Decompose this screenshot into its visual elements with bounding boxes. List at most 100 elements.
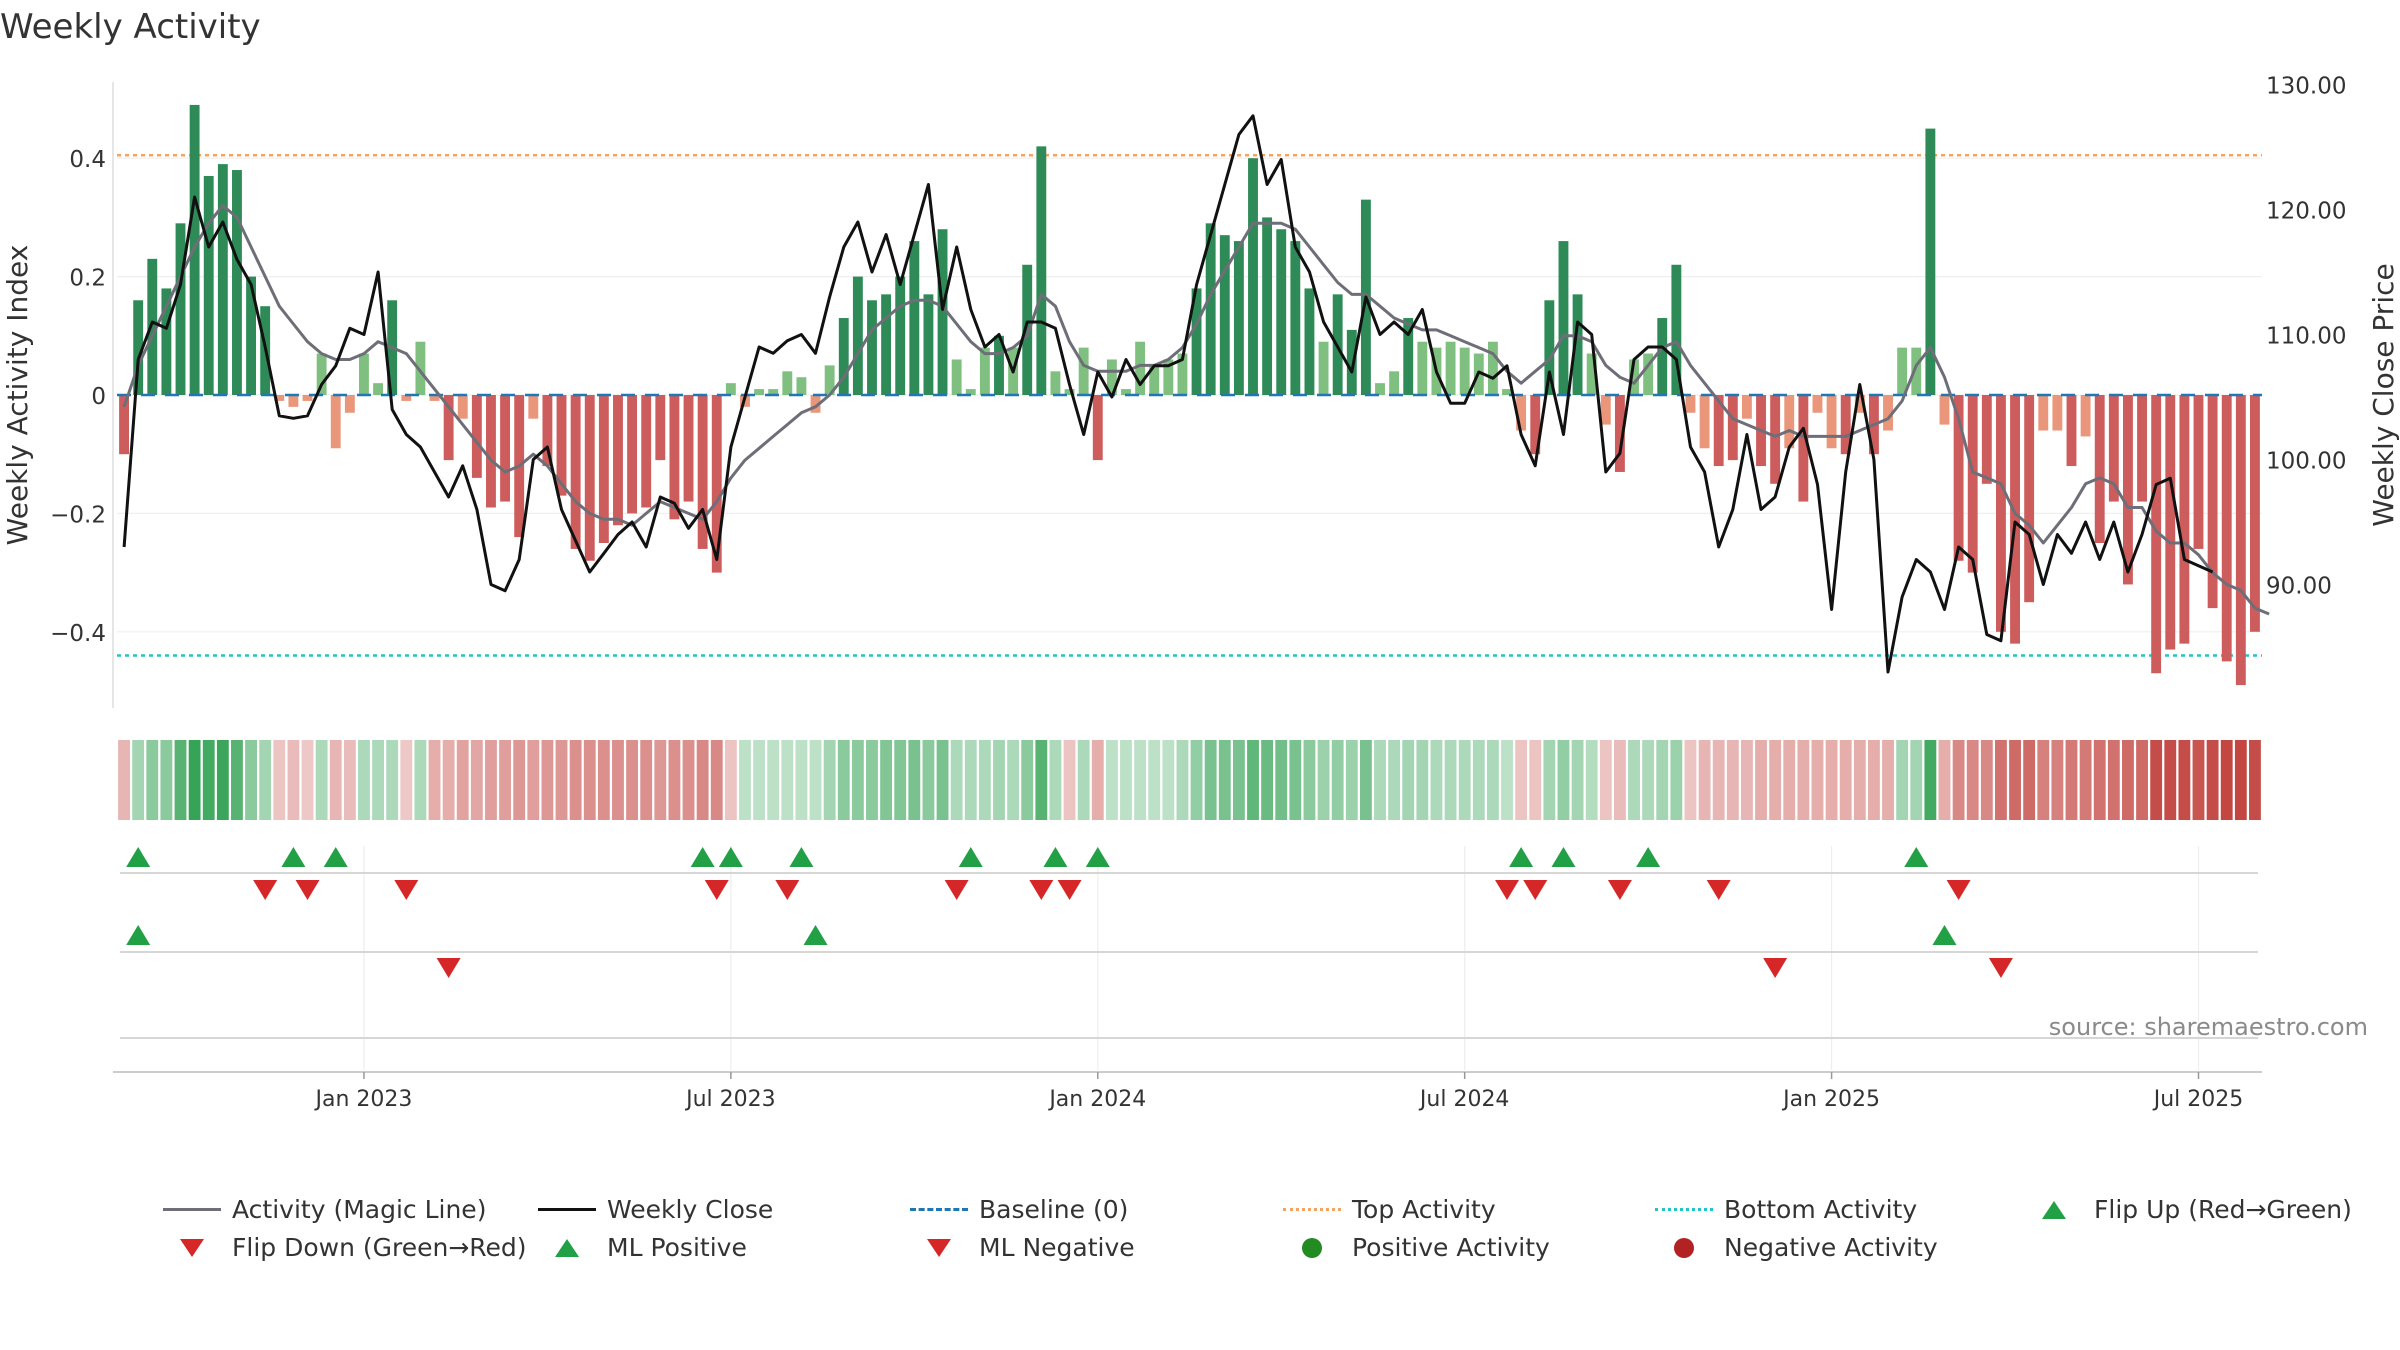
y-tick-label: −0.4 [50,621,106,647]
heat-strip-cell [612,740,624,820]
dotted-line-icon [1652,1197,1716,1223]
activity-bar [1219,235,1230,395]
heat-strip-cell [880,740,893,820]
activity-bar [1205,223,1216,395]
legend-item-top-activity: Top Activity [1280,1195,1496,1224]
heat-strip-cell [894,740,907,820]
activity-bar [500,395,511,502]
flip-down-marker [1057,880,1082,900]
activity-bar [1106,359,1117,395]
activity-bar [542,395,553,467]
activity-bar [1643,353,1654,395]
heat-strip-cell [1755,740,1767,820]
heat-strip-cell [1035,740,1048,820]
heat-strip-cell [1247,740,1259,820]
heat-strip-cell [1021,740,1034,820]
activity-bar [471,395,482,478]
heat-strip-cell [654,740,667,820]
heat-strip-cell [2178,740,2191,820]
chart-title: Weekly Activity [0,7,261,47]
y2-tick-label: 90.00 [2266,574,2332,600]
heat-strip-cell [1402,740,1415,820]
heat-strip-cell [470,740,483,820]
flip-down-marker [944,880,969,900]
activity-bar [1558,241,1569,395]
flip-up-marker [690,847,715,867]
heat-strip-cell [1388,740,1401,820]
activity-bar [838,318,849,395]
activity-bar [1967,395,1978,573]
heat-strip-cell [513,740,526,820]
heat-strip-cell [1331,740,1344,820]
heat-strip-cell [485,740,497,820]
heat-strip-cell [1049,740,1062,820]
heat-strip-cell [1120,740,1132,820]
heat-strip-cell [1670,740,1683,820]
activity-bar [1191,288,1202,395]
heat-strip-cell [964,740,977,820]
heat-strip-cell [1148,740,1161,820]
heat-strip-cell [1853,740,1866,820]
heat-strip-cell [1218,740,1231,820]
heat-strip-cell [950,740,963,820]
flip-down-marker [394,880,419,900]
heat-strip-cell [1275,740,1288,820]
flip-up-marker [789,847,814,867]
activity-bar [979,347,990,395]
heat-strip-cell [2037,740,2050,820]
heat-strip-cell [1966,740,1979,820]
heat-strip-cell [640,740,653,820]
activity-bar [2193,395,2204,549]
activity-bar [486,395,496,508]
activity-bar [1657,318,1668,395]
activity-bar [1445,341,1456,395]
activity-bar [1586,353,1597,395]
activity-bar [613,395,623,526]
heat-strip-cell [1501,740,1513,820]
activity-bar [1713,395,1724,467]
x-tick-label: Jan 2023 [314,1087,413,1112]
activity-bar [359,353,369,395]
heat-strip-cell [1585,740,1598,820]
heat-strip-cell [2079,740,2092,820]
heat-strip-cell [1896,740,1909,820]
triangle-down-icon [160,1235,224,1261]
activity-bar [2052,395,2063,431]
activity-bar [457,395,468,419]
heat-strip-cell [1289,740,1302,820]
activity-bar [1544,300,1555,395]
heat-strip-cell [1938,740,1951,820]
activity-bar [1600,395,1611,425]
legend-item-positive-activity: Positive Activity [1280,1233,1550,1262]
activity-bar [1121,389,1131,395]
heat-strip-cell [851,740,864,820]
heat-strip-cell [978,740,991,820]
activity-bar [2235,395,2246,686]
activity-bar [782,371,793,395]
flip-up-marker [281,847,306,867]
flip-up-marker [1043,847,1068,867]
ml-negative-marker [1988,958,2013,978]
line-swatch-icon [160,1197,224,1223]
activity-bar [1770,395,1781,484]
flip-down-marker [1607,880,1632,900]
y2-tick-label: 120.00 [2266,199,2346,225]
heat-strip-cell [1995,740,2007,820]
heat-strip-cell [1797,740,1810,820]
y2-tick-label: 100.00 [2266,449,2346,475]
flip-up-marker [126,847,151,867]
ml-positive-marker [1932,925,1957,945]
x-tick-label: Jan 2024 [1047,1087,1146,1112]
heat-strip-cell [1077,740,1090,820]
activity-bar [1135,341,1146,395]
flip-down-marker [295,880,320,900]
ml-negative-marker [1763,958,1788,978]
heat-strip-cell [358,740,370,820]
activity-bar [570,395,581,549]
activity-bar [810,395,821,413]
activity-bar [344,395,355,413]
activity-bar [1953,395,1964,561]
heat-strip-cell [724,740,737,820]
activity-bar [1262,217,1273,395]
heat-strip-cell [781,740,794,820]
